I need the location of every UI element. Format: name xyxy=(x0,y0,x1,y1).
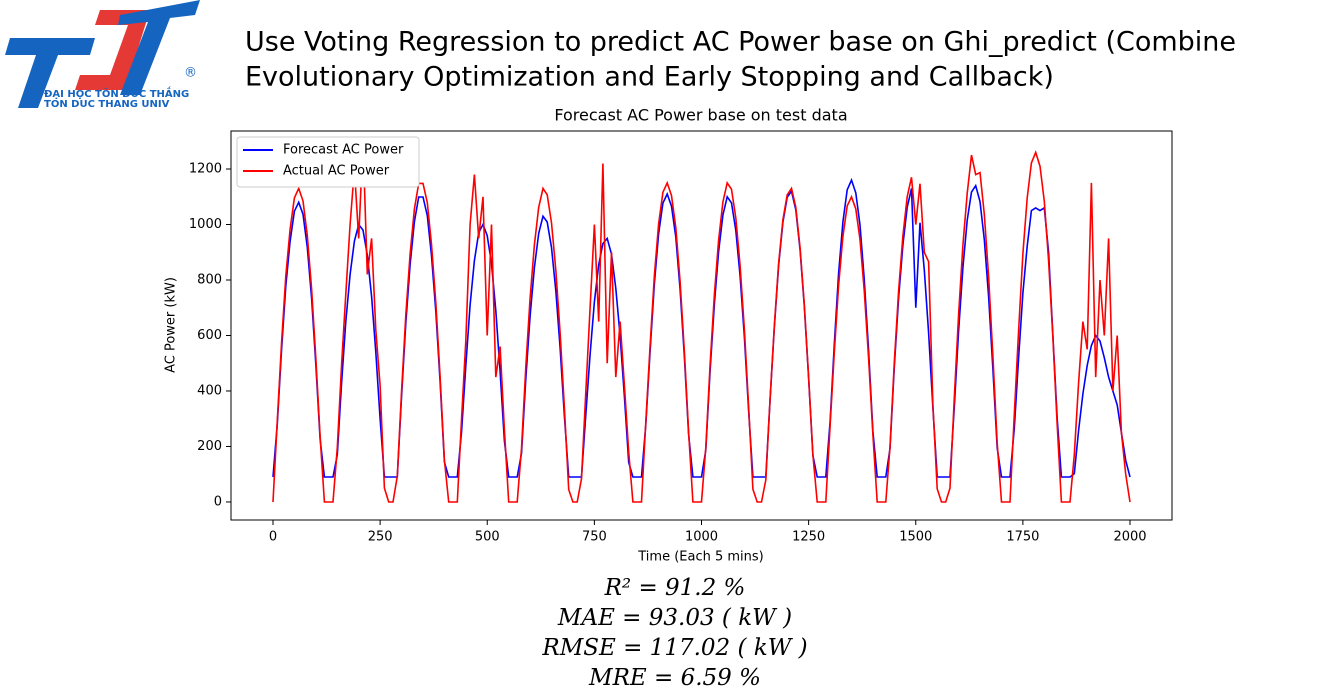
x-tick-label: 1000 xyxy=(685,530,718,545)
x-tick-label: 0 xyxy=(269,530,277,545)
x-tick-label: 1250 xyxy=(792,530,825,545)
metrics: R² = 91.2 % MAE = 93.03 ( kW ) RMSE = 117.… xyxy=(541,575,807,691)
y-tick-label: 0 xyxy=(214,494,222,509)
series-line xyxy=(272,141,1131,503)
metric: MRE = 6.59 % xyxy=(588,665,761,691)
y-tick-label: 400 xyxy=(197,383,222,398)
logo-shape xyxy=(118,0,200,95)
slide-title: Use Voting Regression to predict AC Powe… xyxy=(245,27,1236,58)
chart-title: Forecast AC Power base on test data xyxy=(554,106,847,125)
logo-text: TON DUC THANG UNIV xyxy=(44,99,170,110)
metric: RMSE = 117.02 ( kW ) xyxy=(541,635,807,661)
logo-text: ĐẠI HỌC TÔN ĐỨC THẮNG xyxy=(44,85,189,100)
legend-box xyxy=(236,136,420,188)
series-line xyxy=(272,177,1131,478)
x-tick-label: 1500 xyxy=(899,530,932,545)
plot-frame xyxy=(230,130,1173,521)
x-tick-label: 2000 xyxy=(1113,530,1146,545)
y-tick-label: 200 xyxy=(197,439,222,454)
metric: R² = 91.2 % xyxy=(604,575,746,601)
y-tick-label: 600 xyxy=(197,328,222,343)
x-axis-label: Time (Each 5 mins) xyxy=(637,550,763,565)
metric: MAE = 93.03 ( kW ) xyxy=(557,605,792,631)
y-axis-label: AC Power (kW) xyxy=(164,277,179,373)
y-tick-label: 1200 xyxy=(189,162,222,177)
logo: ® ĐẠI HỌC TÔN ĐỨC THẮNG TON DUC THANG UN… xyxy=(5,0,200,110)
y-tick-label: 1000 xyxy=(189,217,222,232)
x-tick-label: 500 xyxy=(475,530,500,545)
legend-label: Forecast AC Power xyxy=(283,143,404,158)
x-tick-label: 1750 xyxy=(1006,530,1039,545)
legend-label: Actual AC Power xyxy=(283,164,390,179)
x-tick-label: 750 xyxy=(582,530,607,545)
x-tick-label: 250 xyxy=(368,530,393,545)
logo-shape xyxy=(5,38,95,108)
logo-mark: ® xyxy=(184,66,197,81)
y-tick-label: 800 xyxy=(197,272,222,287)
slide-title: Evolutionary Optimization and Early Stop… xyxy=(245,62,1054,93)
